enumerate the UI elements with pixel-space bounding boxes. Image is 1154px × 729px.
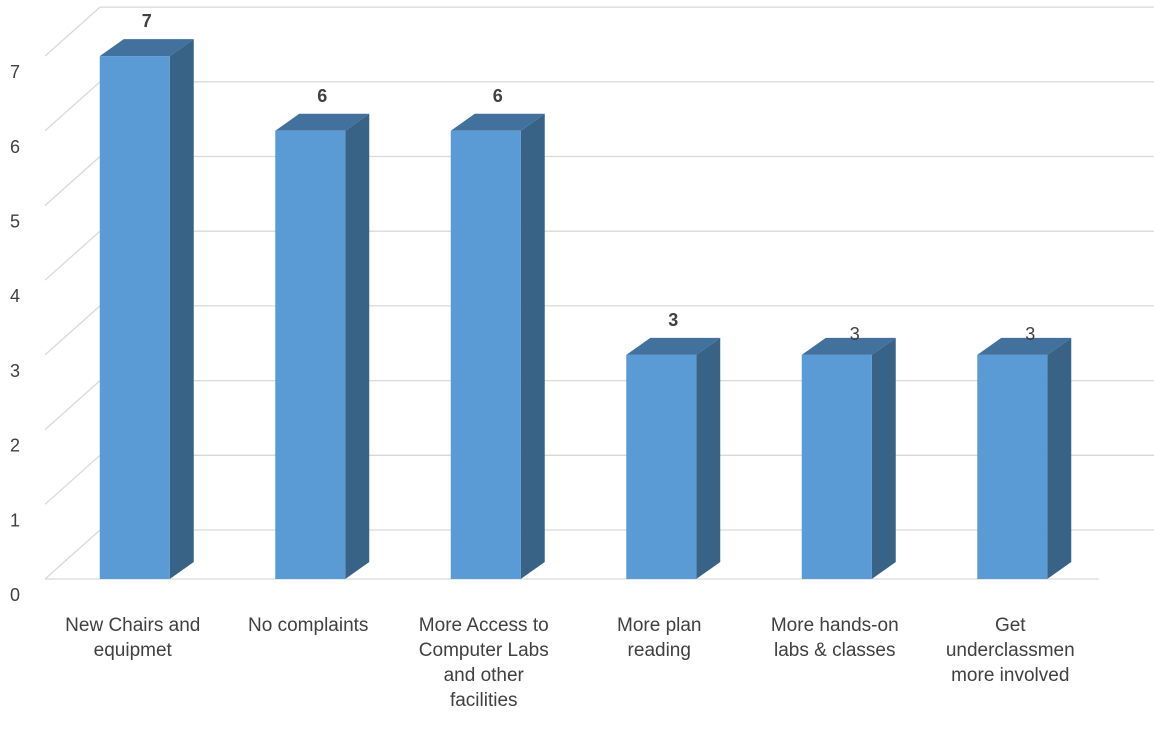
category-label-line: and other	[444, 665, 525, 686]
bar-side	[169, 39, 194, 580]
bar-top	[99, 39, 194, 57]
y-tick-label: 3	[10, 361, 20, 381]
bar-side	[871, 337, 896, 579]
gridline-side-3	[44, 305, 101, 356]
bar-front	[450, 130, 521, 580]
category-label-line: equipmet	[94, 640, 173, 661]
bar-side	[345, 113, 370, 580]
category-label: Get underclassmen more involved	[946, 615, 1075, 686]
data-label: 3	[668, 310, 678, 330]
bar-front	[977, 354, 1048, 579]
y-tick-label: 0	[10, 585, 20, 605]
bar-side	[1047, 337, 1072, 579]
category-label-line: More Access to	[419, 615, 549, 636]
category-label-line: underclassmen	[946, 640, 1075, 661]
category-label: More Access to Computer Labs and other faci…	[419, 615, 549, 711]
gridline-side-1	[44, 454, 101, 505]
category-label-line: Computer Labs	[419, 640, 549, 661]
bar-front	[626, 354, 697, 579]
bar	[450, 113, 545, 580]
bar-front	[801, 354, 872, 579]
bar-top	[275, 113, 370, 131]
bar	[626, 337, 721, 579]
gridline-side-2	[44, 380, 101, 431]
gridline-side-6	[44, 81, 101, 132]
y-tick-label: 6	[10, 137, 20, 157]
category-label-line: New Chairs and	[65, 615, 200, 636]
bar-side	[520, 113, 545, 580]
category-label-line: More hands-on	[771, 615, 899, 636]
y-tick-label: 5	[10, 212, 20, 232]
data-label: 3	[850, 324, 860, 344]
data-label: 6	[493, 86, 503, 106]
bar-side	[696, 337, 721, 579]
bars	[99, 39, 1072, 580]
bar-top	[626, 337, 721, 355]
category-label: New Chairs and equipmet	[65, 615, 200, 661]
category-label-line: reading	[628, 640, 691, 661]
bar	[99, 39, 194, 580]
gridline-side-4	[44, 230, 101, 281]
gridline-side-7	[44, 6, 101, 57]
data-label: 6	[317, 86, 327, 106]
y-axis-ticks: 0 1 2 3 4 5 6 7	[10, 62, 20, 605]
bar	[977, 337, 1072, 579]
bar-front	[99, 56, 170, 580]
data-labels: 7 6 6 3 3 3	[142, 11, 1036, 344]
category-label-line: Get	[995, 615, 1026, 636]
bar-front	[275, 130, 346, 580]
bar	[275, 113, 370, 580]
data-label: 3	[1025, 324, 1035, 344]
bar	[801, 337, 896, 579]
category-label: No complaints	[248, 615, 368, 636]
y-tick-label: 1	[10, 510, 20, 530]
bar-top	[977, 337, 1072, 355]
bar-top	[801, 337, 896, 355]
data-label: 7	[142, 11, 152, 31]
category-label-line: facilities	[450, 690, 518, 711]
y-tick-label: 2	[10, 436, 20, 456]
x-axis-categories: New Chairs and equipmet No complaints More …	[65, 615, 1075, 711]
category-label-line: labs & classes	[774, 640, 895, 661]
bar-top	[450, 113, 545, 131]
category-label-line: No complaints	[248, 615, 368, 636]
gridline-side-5	[44, 156, 101, 206]
y-tick-label: 7	[10, 62, 20, 82]
category-label: More hands-on labs & classes	[771, 615, 899, 661]
gridline-side-0	[44, 529, 101, 580]
category-label: More plan reading	[617, 615, 702, 661]
category-label-line: More plan	[617, 615, 702, 636]
y-tick-label: 4	[10, 286, 20, 306]
category-label-line: more involved	[951, 665, 1069, 686]
